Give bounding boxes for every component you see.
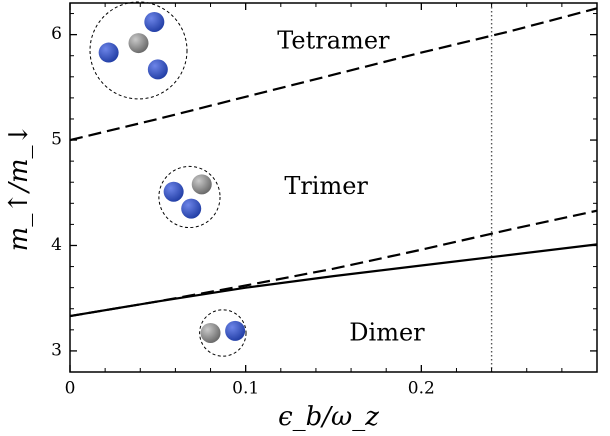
x-tick-label: 0	[65, 379, 76, 399]
region-label-trimer: Trimer	[284, 172, 368, 200]
tetramer-cluster	[89, 1, 188, 100]
tetramer-light-atom-2	[144, 11, 165, 32]
trimer-cluster	[158, 165, 221, 229]
x-axis-label: ϵ_b/ω_z	[278, 402, 379, 432]
trimer-light-atom-2	[163, 181, 184, 202]
y-tick-label: 6	[51, 24, 62, 44]
x-tick-label: 0.1	[232, 379, 259, 399]
tetramer-light-atom-3	[98, 42, 119, 63]
dimer-heavy-atom-1	[200, 322, 221, 343]
tetramer-boundary	[89, 1, 188, 100]
y-tick-label: 3	[51, 340, 62, 360]
y-tick-label: 4	[51, 235, 62, 255]
y-tick-label: 5	[51, 130, 62, 150]
y-axis-label: m_↑/m_↓	[4, 124, 34, 252]
trimer-light-atom-3	[181, 198, 202, 219]
plot-frame	[69, 2, 598, 373]
x-tick-label: 0.2	[408, 379, 435, 399]
region-label-tetramer: Tetramer	[277, 27, 390, 55]
series-line-2	[69, 209, 598, 318]
dimer-boundary	[199, 309, 247, 357]
region-label-dimer: Dimer	[349, 319, 425, 347]
trimer-boundary	[158, 165, 221, 229]
series-line-1	[69, 7, 598, 142]
series-line-3	[69, 243, 598, 318]
tetramer-heavy-atom-1	[128, 33, 149, 54]
dimer-cluster	[199, 309, 247, 357]
tetramer-light-atom-4	[147, 59, 168, 80]
dimer-light-atom-2	[225, 320, 246, 341]
trimer-heavy-atom-1	[191, 174, 212, 195]
